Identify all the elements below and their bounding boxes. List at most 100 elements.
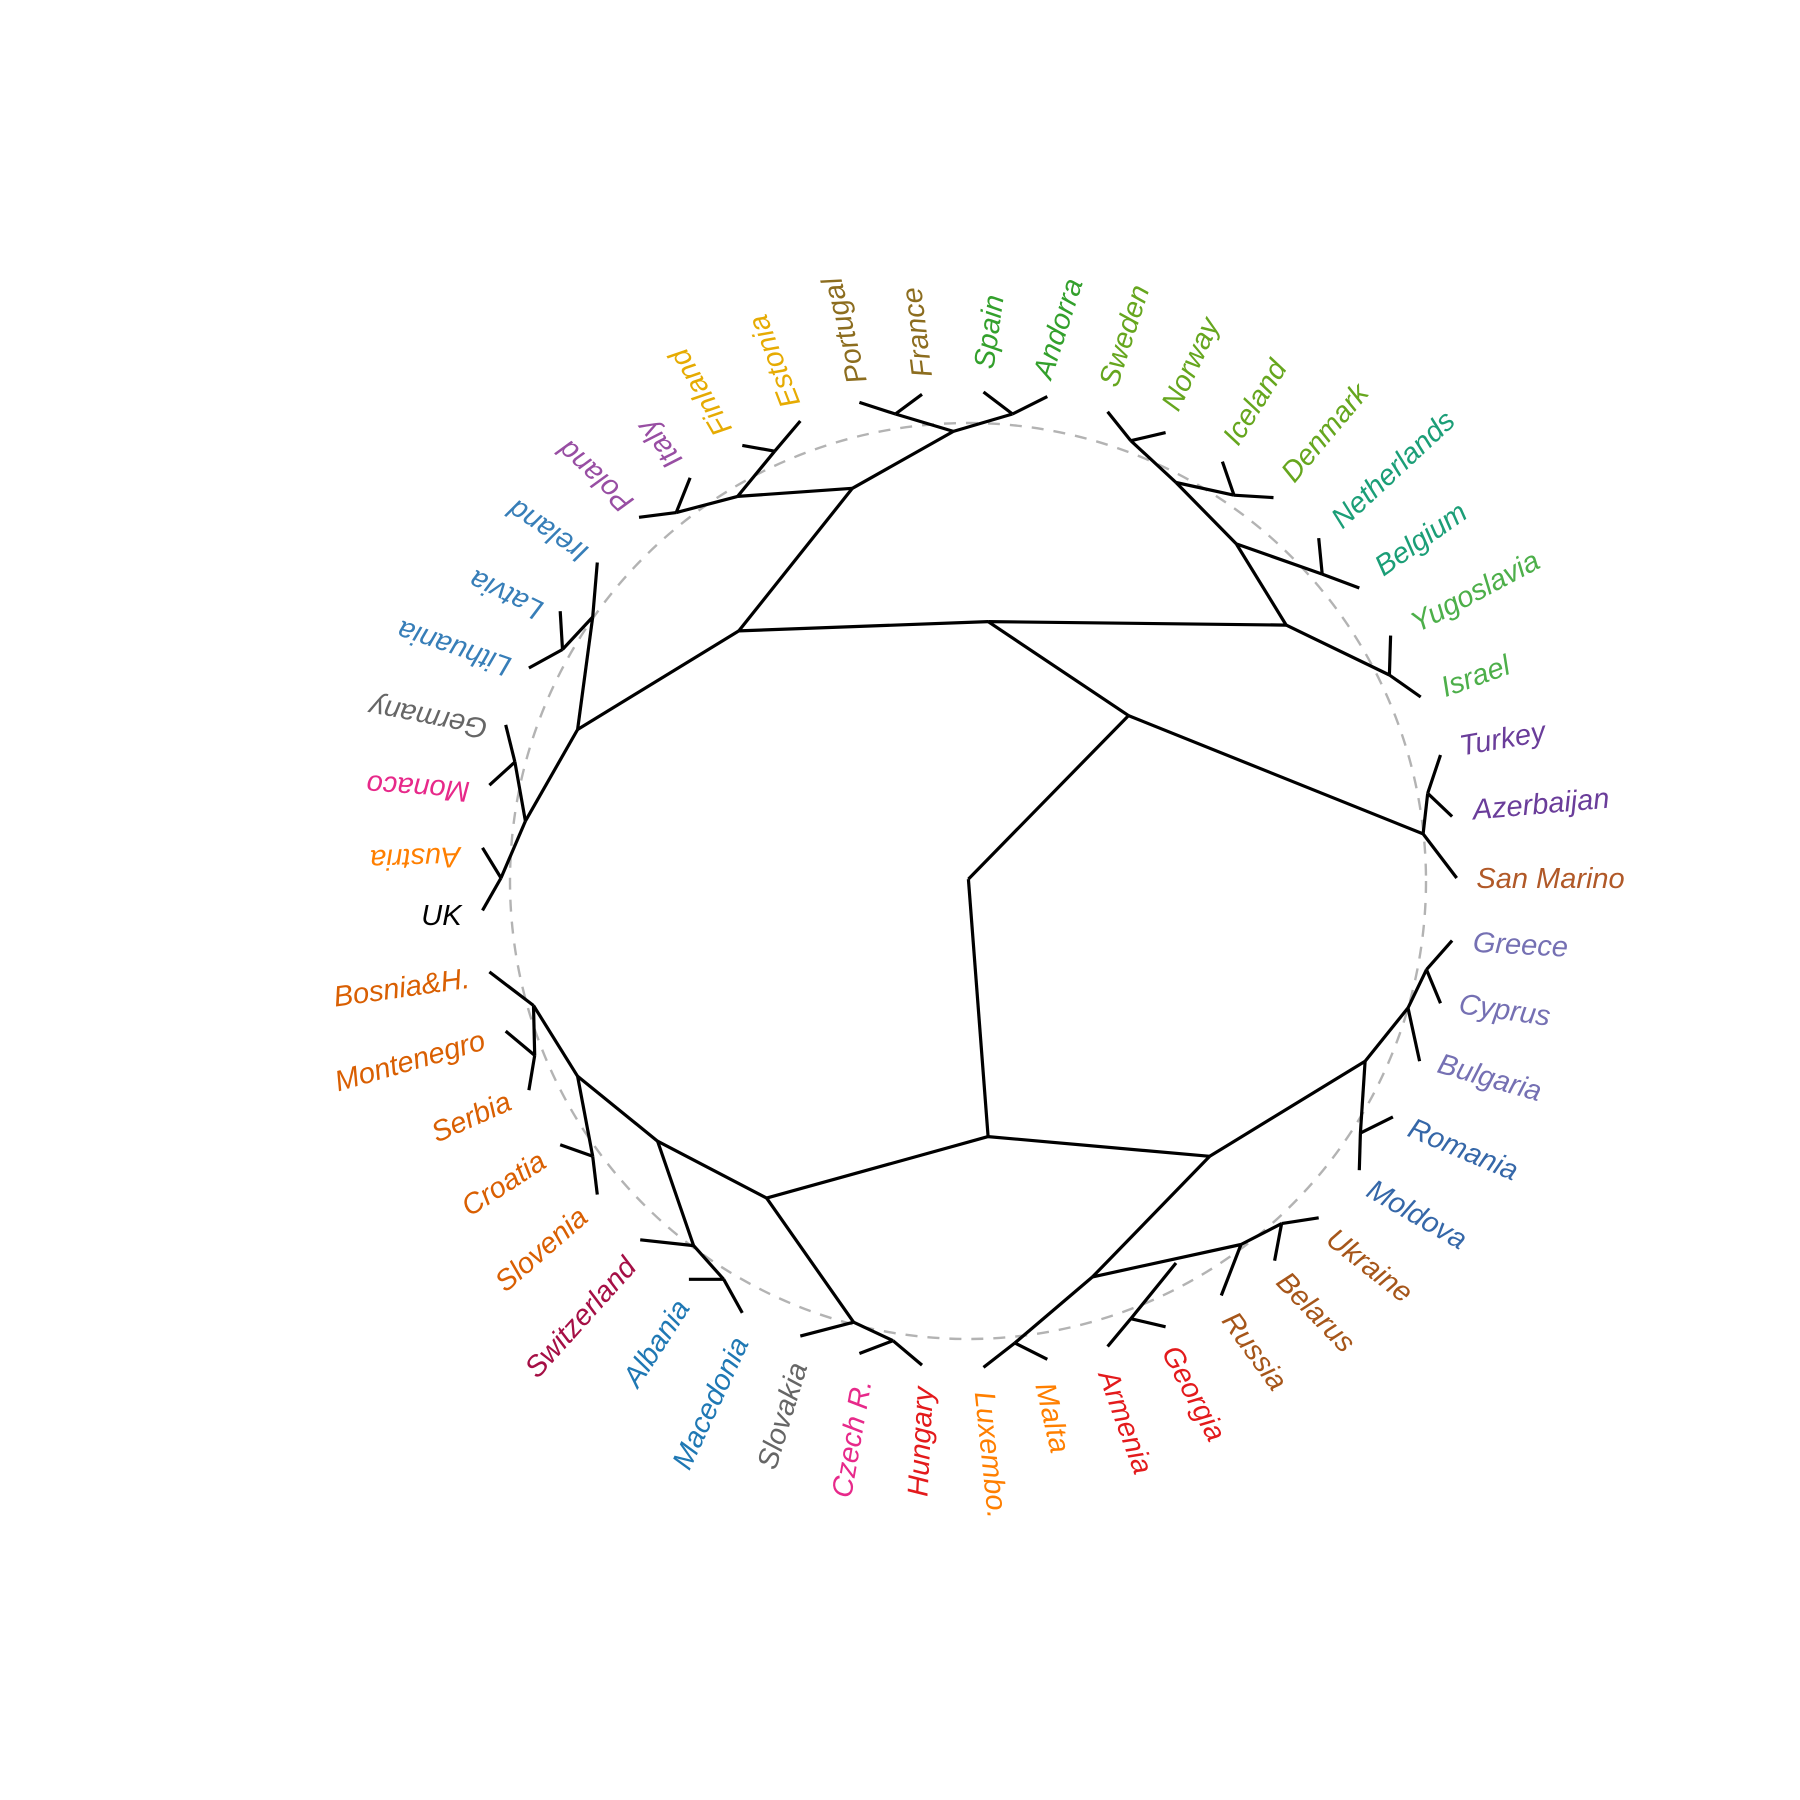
leaf-label: Bosnia&H. bbox=[332, 963, 472, 1014]
leaf-label: UK bbox=[421, 900, 463, 932]
leaf-label: Germany bbox=[365, 690, 490, 744]
tree-branch bbox=[638, 511, 677, 519]
tree-branch bbox=[982, 390, 1014, 416]
tree-branch bbox=[524, 728, 579, 822]
tree-branch bbox=[852, 1320, 894, 1343]
tree-branch bbox=[674, 477, 692, 514]
leaf-label: Serbia bbox=[427, 1086, 517, 1149]
tree-branch bbox=[722, 1278, 744, 1314]
tree-branch bbox=[1220, 461, 1236, 496]
leaf-label: Malta bbox=[1028, 1380, 1075, 1456]
leaf-label: Ireland bbox=[502, 492, 594, 569]
leaf-label: Luxembo. bbox=[968, 1390, 1013, 1520]
tree-branch bbox=[504, 1029, 536, 1057]
tree-branch bbox=[488, 760, 516, 787]
tree-branch bbox=[481, 846, 503, 879]
leaf-label: Denmark bbox=[1275, 377, 1376, 489]
tree-branch bbox=[1130, 1317, 1166, 1329]
leaf-label: Norway bbox=[1156, 312, 1227, 416]
leaf-label: Iceland bbox=[1217, 354, 1294, 451]
tree-branch bbox=[1240, 1222, 1283, 1246]
leaf-label: Belgium bbox=[1369, 496, 1473, 582]
tree-branch bbox=[851, 430, 955, 490]
tree-branch bbox=[742, 443, 775, 453]
tree-branch bbox=[966, 878, 990, 1137]
tree-branch bbox=[1234, 543, 1288, 626]
tree-branch bbox=[982, 1341, 1016, 1369]
tree-branch bbox=[1235, 542, 1323, 576]
tree-branch bbox=[1358, 1061, 1367, 1134]
tree-branch bbox=[656, 1139, 768, 1200]
leaf-label: Austria bbox=[370, 840, 463, 875]
leaf-label: Sweden bbox=[1093, 281, 1156, 391]
tree-branch bbox=[988, 620, 1287, 627]
tree-edges bbox=[481, 390, 1458, 1369]
tree-branch bbox=[737, 487, 854, 632]
tree-branch bbox=[558, 611, 565, 650]
tree-branch bbox=[952, 412, 1013, 433]
tree-branch bbox=[1013, 1275, 1094, 1345]
leaf-label: Portugal bbox=[816, 273, 874, 387]
tree-branch bbox=[591, 1156, 599, 1195]
tree-branch bbox=[1387, 635, 1393, 676]
tree-branch bbox=[858, 1339, 894, 1355]
tree-branch bbox=[1425, 968, 1442, 1004]
leaf-label: Greece bbox=[1472, 927, 1569, 964]
leaf-label: Slovakia bbox=[752, 1359, 815, 1473]
tree-branch bbox=[738, 620, 989, 633]
tree-branch bbox=[1129, 1261, 1178, 1320]
tree-branch bbox=[766, 1135, 989, 1200]
tree-branch bbox=[1421, 793, 1430, 835]
tree-branch bbox=[532, 1004, 579, 1078]
tree-branch bbox=[1011, 395, 1049, 416]
tree-branch bbox=[1208, 1059, 1366, 1158]
tree-branch bbox=[1359, 1115, 1394, 1135]
tree-branch bbox=[591, 562, 599, 618]
leaf-label: Spain bbox=[969, 293, 1011, 371]
leaf-label: San Marino bbox=[1476, 863, 1624, 895]
tree-branch bbox=[1174, 481, 1238, 546]
leaf-label: Russia bbox=[1215, 1306, 1293, 1397]
tree-branch bbox=[1363, 1006, 1410, 1063]
tree-branch bbox=[1426, 754, 1443, 794]
leaf-label: Georgia bbox=[1155, 1341, 1232, 1447]
tree-branch bbox=[1106, 410, 1133, 442]
tree-branch bbox=[1281, 1216, 1319, 1226]
leaf-labels: Andorra Spain France PortugalEstoniaFinland… bbox=[331, 273, 1624, 1520]
tree-branch bbox=[488, 970, 535, 1007]
tree-branch bbox=[1388, 673, 1422, 699]
tree-branch bbox=[559, 1143, 594, 1158]
tree-branch bbox=[1426, 792, 1454, 818]
tree-branch bbox=[1129, 439, 1178, 484]
leaf-label: Cyprus bbox=[1457, 988, 1552, 1032]
leaf-label: Lithuania bbox=[393, 614, 515, 683]
tree-branch bbox=[576, 616, 595, 730]
tree-branch bbox=[1127, 714, 1424, 836]
tree-branch bbox=[1233, 493, 1274, 500]
tree-branch bbox=[799, 1320, 855, 1338]
tree-branch bbox=[736, 450, 776, 498]
tree-branch bbox=[1106, 1317, 1133, 1348]
tree-branch bbox=[1130, 431, 1166, 443]
tree-branch bbox=[1014, 1341, 1049, 1361]
tree-branch bbox=[1406, 968, 1428, 1009]
tree-branch bbox=[1273, 1223, 1284, 1261]
tree-branch bbox=[894, 393, 923, 416]
leaf-label: Belarus bbox=[1270, 1266, 1361, 1359]
tree-branch bbox=[1317, 537, 1324, 575]
leaf-label: Estonia bbox=[742, 310, 807, 412]
tree-branch bbox=[987, 1135, 1210, 1158]
tree-branch bbox=[1421, 832, 1458, 879]
leaf-label: Macedonia bbox=[667, 1332, 756, 1474]
tree-branch bbox=[561, 615, 594, 651]
leaf-label: Czech R. bbox=[826, 1377, 878, 1500]
tree-branch bbox=[675, 494, 739, 515]
leaf-label: Albania bbox=[616, 1294, 697, 1394]
leaf-label: France bbox=[896, 286, 939, 379]
leaf-label: Israel bbox=[1437, 649, 1516, 704]
tree-branch bbox=[576, 1076, 595, 1157]
tree-branch bbox=[692, 1244, 725, 1281]
tree-branch bbox=[967, 714, 1130, 881]
leaf-label: Finland bbox=[663, 342, 739, 441]
